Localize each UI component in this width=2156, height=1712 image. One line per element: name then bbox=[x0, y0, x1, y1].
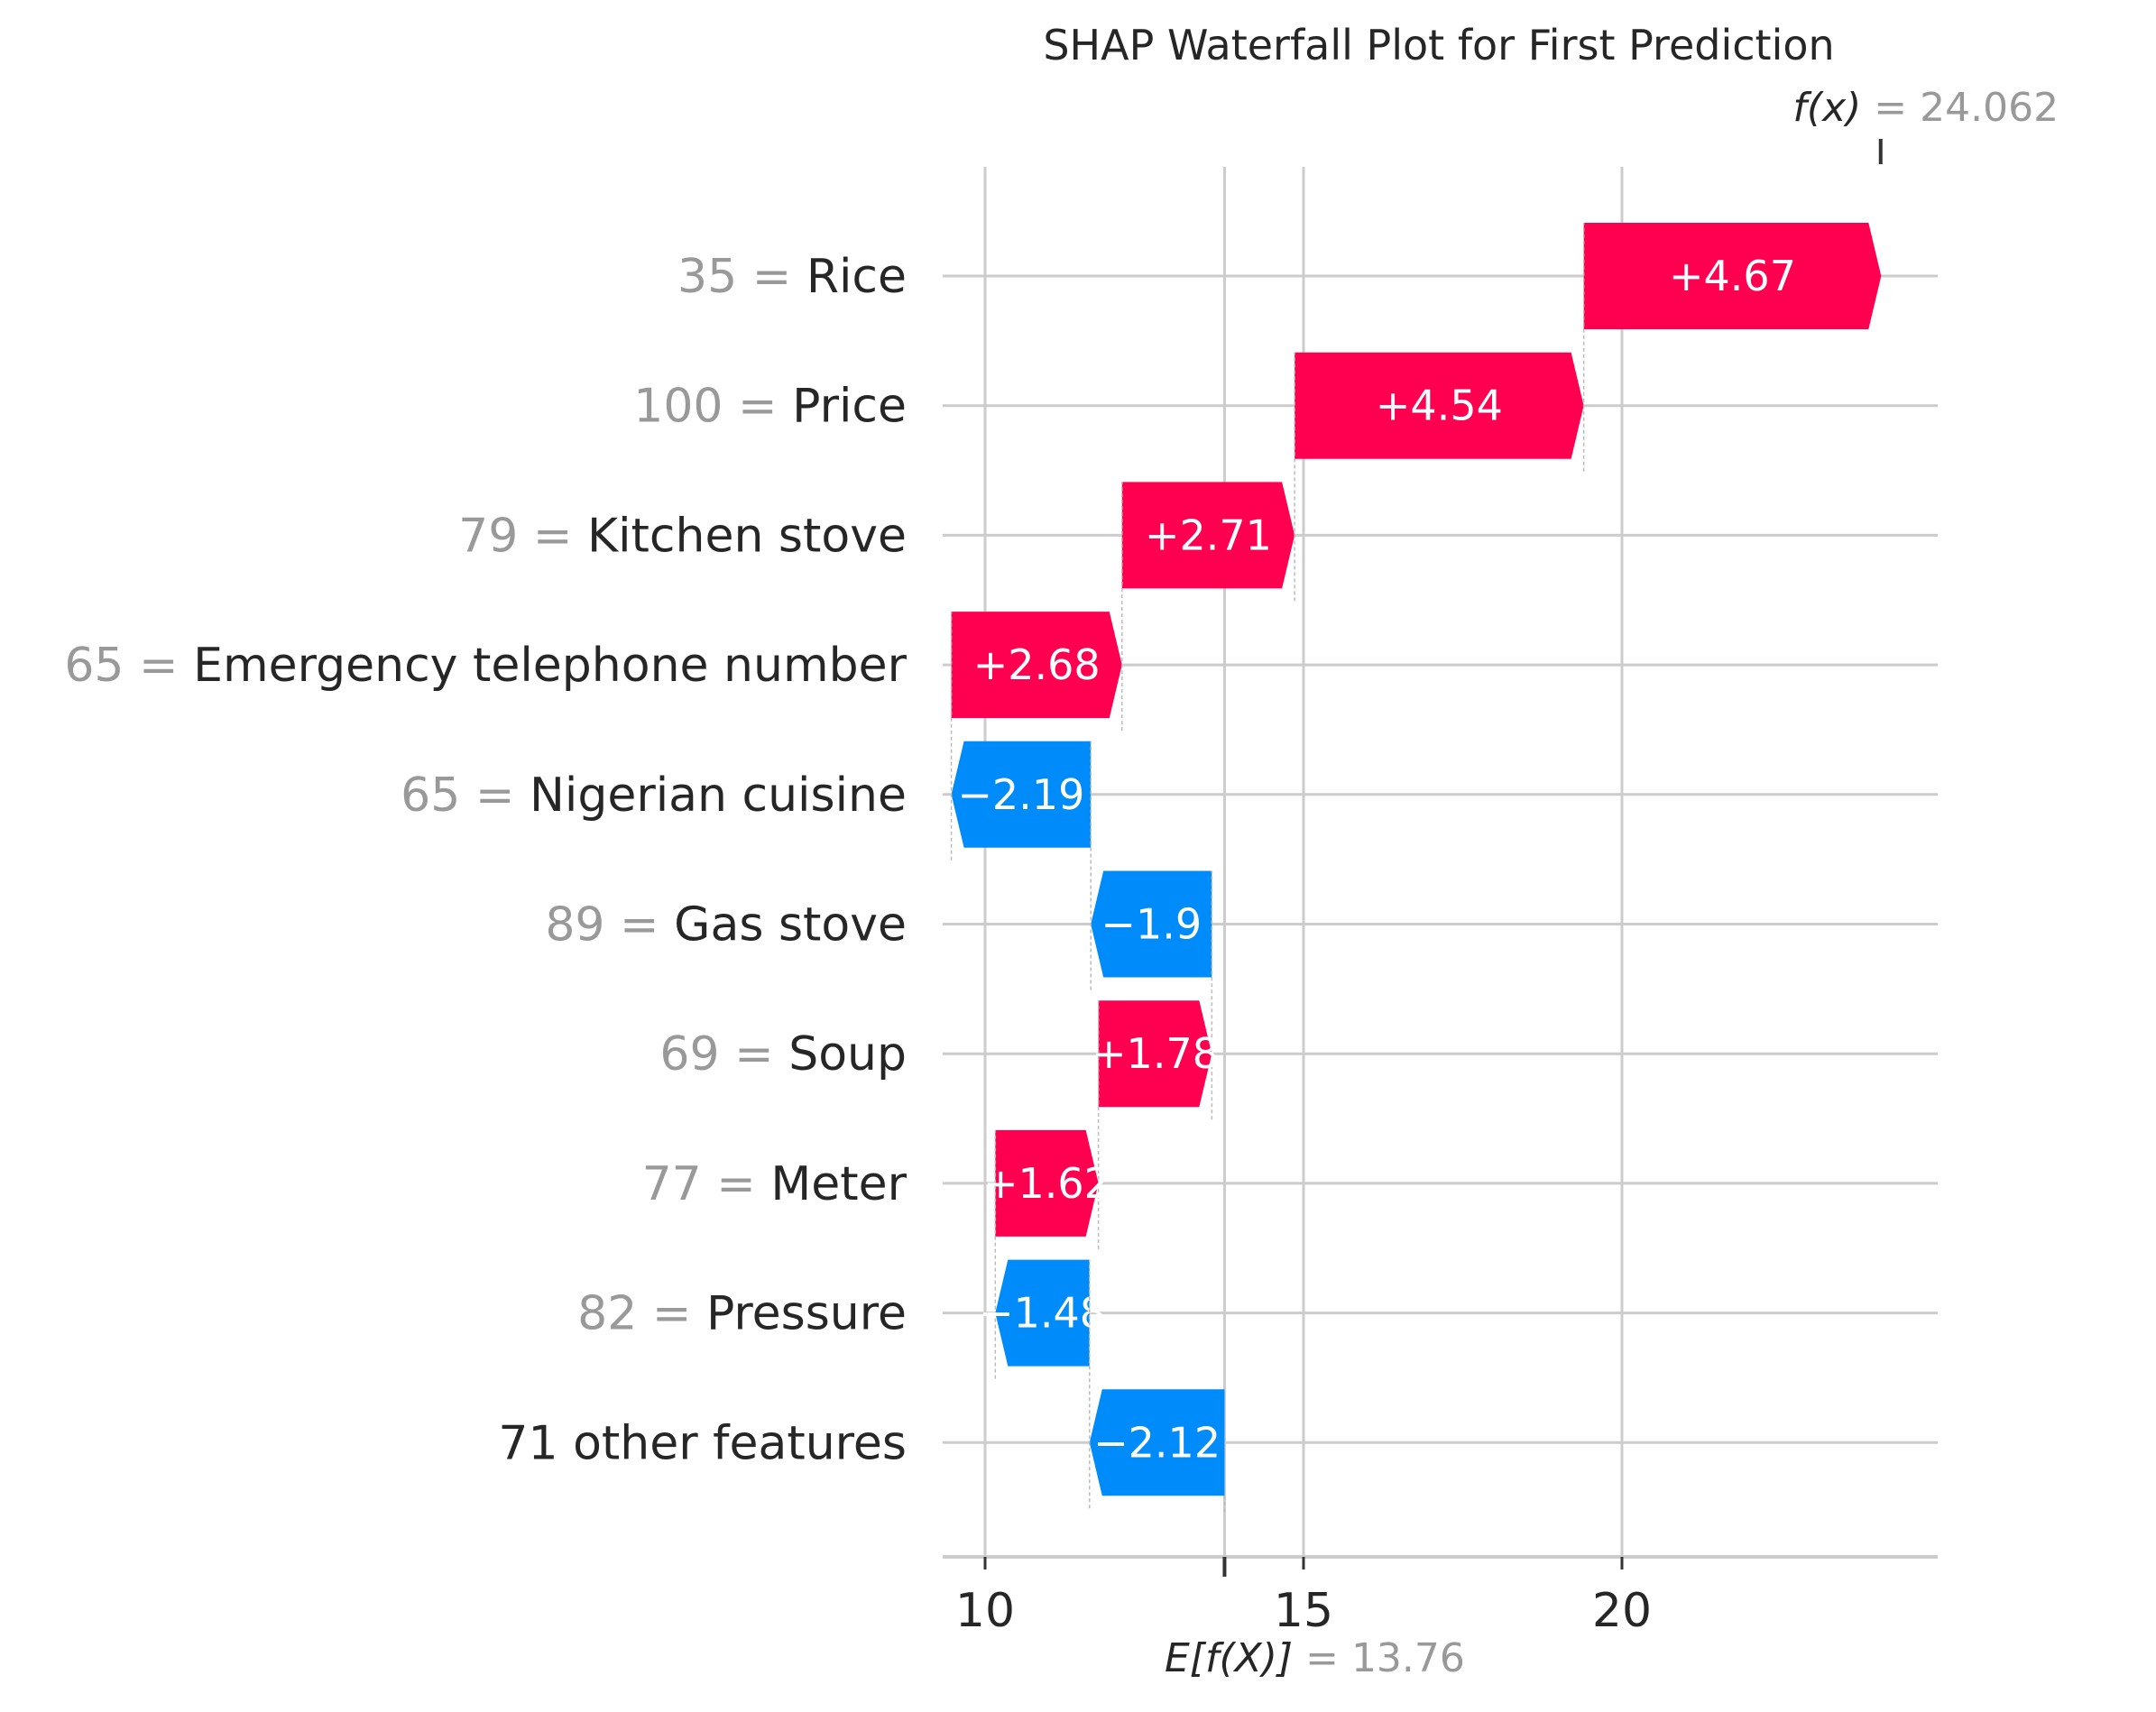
feature-name: Pressure bbox=[706, 1287, 907, 1341]
feature-name: 71 other features bbox=[498, 1416, 907, 1470]
feature-value: 35 bbox=[677, 250, 737, 304]
feature-label: 82 = Pressure bbox=[577, 1287, 907, 1341]
negative-bar bbox=[995, 1259, 1090, 1367]
x-axis: 10 15 20 bbox=[943, 1555, 1938, 1638]
bar-value-label: −2.12 bbox=[1093, 1418, 1221, 1467]
feature-label: 65 = Emergency telephone number bbox=[64, 639, 907, 693]
feature-value: 69 bbox=[659, 1027, 719, 1082]
base-value-annotation: E[f(X)] = 13.76 bbox=[1165, 1635, 1465, 1681]
bar-value-label: −1.48 bbox=[979, 1289, 1106, 1338]
feature-value: 89 bbox=[545, 898, 604, 953]
chart-title: SHAP Waterfall Plot for First Prediction bbox=[1043, 21, 1834, 69]
feature-label: 65 = Nigerian cuisine bbox=[401, 769, 907, 823]
output-value-label: f(x) bbox=[1792, 85, 1861, 131]
feature-label: 77 = Meter bbox=[642, 1157, 908, 1211]
feature-label: 35 = Rice bbox=[677, 250, 907, 304]
bars: +4.67 +4.54 +2.71 +2.68 −2.19 −1.9 +1.78 +1.62 −… bbox=[950, 223, 1882, 1514]
output-value-annotation: f(x) = 24.062 bbox=[1792, 85, 2059, 131]
bar-value-label: +1.78 bbox=[1092, 1029, 1219, 1078]
output-value-number: 24.062 bbox=[1920, 85, 2059, 131]
base-value-number: 13.76 bbox=[1351, 1635, 1465, 1681]
feature-equals: = bbox=[737, 250, 806, 304]
feature-value: 77 bbox=[642, 1157, 702, 1211]
feature-equals: = bbox=[637, 1287, 706, 1341]
feature-equals: = bbox=[723, 380, 793, 434]
feature-value: 65 bbox=[64, 639, 124, 693]
bar-value-label: +2.68 bbox=[973, 640, 1101, 689]
feature-value: 65 bbox=[401, 769, 460, 823]
feature-equals: = bbox=[460, 769, 530, 823]
feature-name: Meter bbox=[770, 1157, 907, 1211]
feature-label: 71 other features bbox=[498, 1416, 907, 1470]
feature-label: 79 = Kitchen stove bbox=[458, 509, 907, 563]
output-value-equals: = bbox=[1861, 85, 1920, 131]
x-tick-label: 20 bbox=[1592, 1584, 1652, 1638]
base-value-equals: = bbox=[1293, 1635, 1351, 1681]
bar-value-label: +4.67 bbox=[1669, 252, 1796, 300]
negative-bar bbox=[1091, 870, 1212, 978]
feature-name: Soup bbox=[788, 1027, 907, 1082]
feature-equals: = bbox=[518, 509, 587, 563]
feature-name: Rice bbox=[806, 250, 907, 304]
feature-label: 69 = Soup bbox=[659, 1027, 907, 1082]
bar-value-label: −2.19 bbox=[957, 770, 1084, 819]
x-tick-label: 15 bbox=[1274, 1584, 1333, 1638]
feature-equals: = bbox=[702, 1157, 771, 1211]
negative-bar bbox=[951, 741, 1092, 848]
positive-bar bbox=[1121, 482, 1295, 589]
feature-name: Kitchen stove bbox=[587, 509, 907, 563]
feature-equals: = bbox=[605, 898, 675, 953]
feature-rows: 35 = Rice 100 = Price 79 = Kitchen stove 65… bbox=[64, 250, 907, 1470]
bar-value-label: +1.62 bbox=[983, 1159, 1110, 1208]
feature-label: 100 = Price bbox=[633, 380, 907, 434]
feature-name: Gas stove bbox=[674, 898, 907, 953]
feature-name: Price bbox=[792, 380, 907, 434]
x-tick-label: 10 bbox=[955, 1584, 1015, 1638]
positive-bar bbox=[995, 1129, 1099, 1237]
feature-name: Nigerian cuisine bbox=[530, 769, 907, 823]
positive-bar bbox=[1583, 223, 1882, 329]
base-value-label: E[f(X)] bbox=[1165, 1635, 1293, 1681]
feature-value: 100 bbox=[633, 380, 723, 434]
feature-equals: = bbox=[124, 639, 194, 693]
bar-value-label: +2.71 bbox=[1145, 511, 1272, 559]
bar-value-label: −1.9 bbox=[1101, 900, 1202, 949]
annotations: E[f(X)] = 13.76 f(x) = 24.062 bbox=[1165, 85, 2059, 1681]
positive-bar bbox=[1295, 352, 1584, 459]
bar-value-label: +4.54 bbox=[1376, 382, 1503, 430]
feature-value: 82 bbox=[577, 1287, 637, 1341]
feature-label: 89 = Gas stove bbox=[545, 898, 907, 953]
feature-name: Emergency telephone number bbox=[193, 639, 907, 693]
feature-value: 79 bbox=[458, 509, 518, 563]
negative-bar bbox=[1089, 1389, 1225, 1496]
positive-bar bbox=[951, 612, 1122, 719]
feature-equals: = bbox=[720, 1027, 789, 1082]
positive-bar bbox=[1098, 1000, 1212, 1108]
